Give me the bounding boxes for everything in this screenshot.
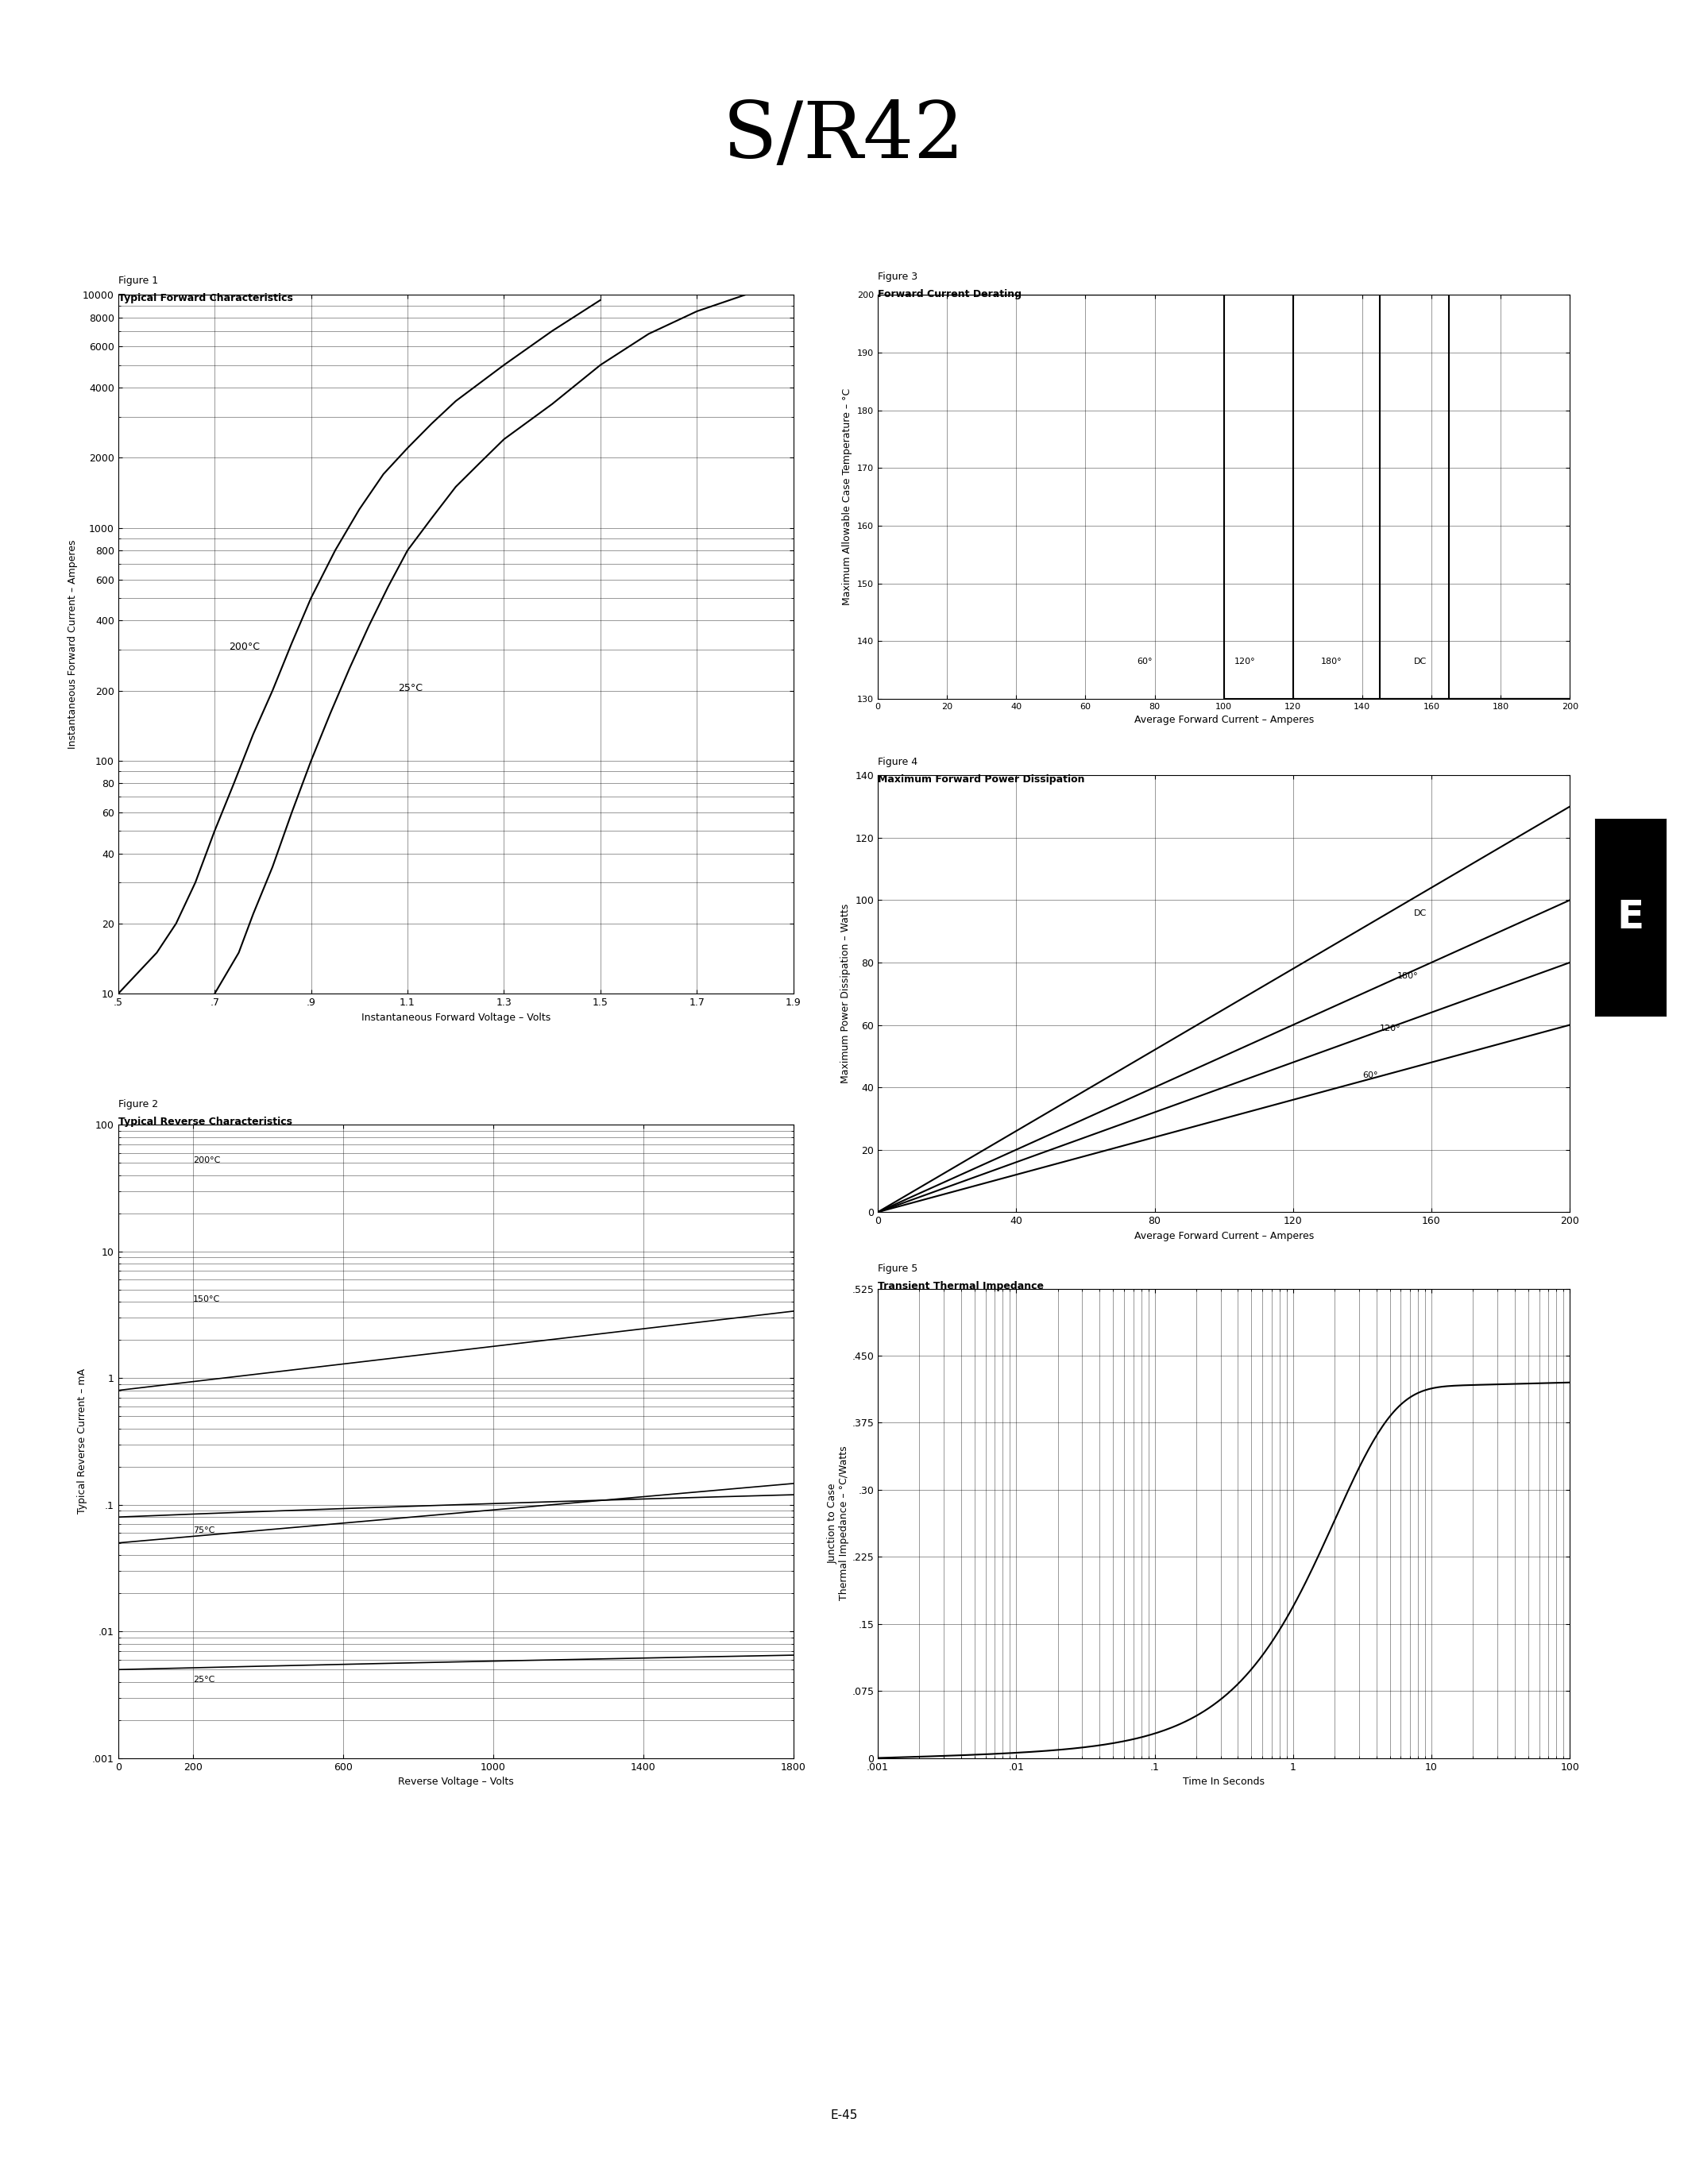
Text: 200°C: 200°C bbox=[230, 642, 260, 653]
Text: 180°: 180° bbox=[1320, 657, 1342, 666]
X-axis label: Instantaneous Forward Voltage – Volts: Instantaneous Forward Voltage – Volts bbox=[361, 1013, 550, 1022]
Text: 75°C: 75°C bbox=[192, 1527, 214, 1535]
Text: S/R42: S/R42 bbox=[722, 98, 966, 175]
X-axis label: Time In Seconds: Time In Seconds bbox=[1183, 1778, 1264, 1787]
Text: Figure 3: Figure 3 bbox=[878, 271, 918, 282]
X-axis label: Average Forward Current – Amperes: Average Forward Current – Amperes bbox=[1134, 714, 1313, 725]
Text: E-45: E-45 bbox=[830, 2110, 858, 2121]
X-axis label: Reverse Voltage – Volts: Reverse Voltage – Volts bbox=[398, 1778, 513, 1787]
Text: DC: DC bbox=[1415, 909, 1426, 917]
Text: 200°C: 200°C bbox=[192, 1158, 221, 1164]
Text: 150°C: 150°C bbox=[192, 1295, 221, 1304]
Text: 180°: 180° bbox=[1398, 972, 1418, 981]
Text: Forward Current Derating: Forward Current Derating bbox=[878, 288, 1021, 299]
Text: Figure 1: Figure 1 bbox=[118, 275, 159, 286]
Y-axis label: Maximum Allowable Case Temperature – °C: Maximum Allowable Case Temperature – °C bbox=[842, 389, 852, 605]
Text: E: E bbox=[1617, 898, 1644, 937]
Text: 25°C: 25°C bbox=[398, 684, 422, 692]
Text: Typical Forward Characteristics: Typical Forward Characteristics bbox=[118, 293, 292, 304]
Y-axis label: Junction to Case
Thermal Impedance – °C/Watts: Junction to Case Thermal Impedance – °C/… bbox=[827, 1446, 849, 1601]
Text: Typical Reverse Characteristics: Typical Reverse Characteristics bbox=[118, 1116, 292, 1127]
Y-axis label: Instantaneous Forward Current – Amperes: Instantaneous Forward Current – Amperes bbox=[68, 539, 78, 749]
Text: 60°: 60° bbox=[1362, 1072, 1377, 1079]
Text: Figure 5: Figure 5 bbox=[878, 1262, 918, 1273]
X-axis label: Average Forward Current – Amperes: Average Forward Current – Amperes bbox=[1134, 1232, 1313, 1241]
Y-axis label: Typical Reverse Current – mA: Typical Reverse Current – mA bbox=[78, 1369, 88, 1514]
Text: Figure 4: Figure 4 bbox=[878, 756, 918, 767]
Text: Maximum Forward Power Dissipation: Maximum Forward Power Dissipation bbox=[878, 773, 1085, 784]
Text: 120°: 120° bbox=[1234, 657, 1256, 666]
Text: Transient Thermal Impedance: Transient Thermal Impedance bbox=[878, 1280, 1043, 1291]
Text: 120°: 120° bbox=[1379, 1024, 1401, 1033]
Text: 60°: 60° bbox=[1138, 657, 1153, 666]
Y-axis label: Maximum Power Dissipation – Watts: Maximum Power Dissipation – Watts bbox=[841, 904, 851, 1083]
Text: Figure 2: Figure 2 bbox=[118, 1099, 159, 1109]
Text: DC: DC bbox=[1415, 657, 1426, 666]
Text: 25°C: 25°C bbox=[192, 1675, 214, 1684]
